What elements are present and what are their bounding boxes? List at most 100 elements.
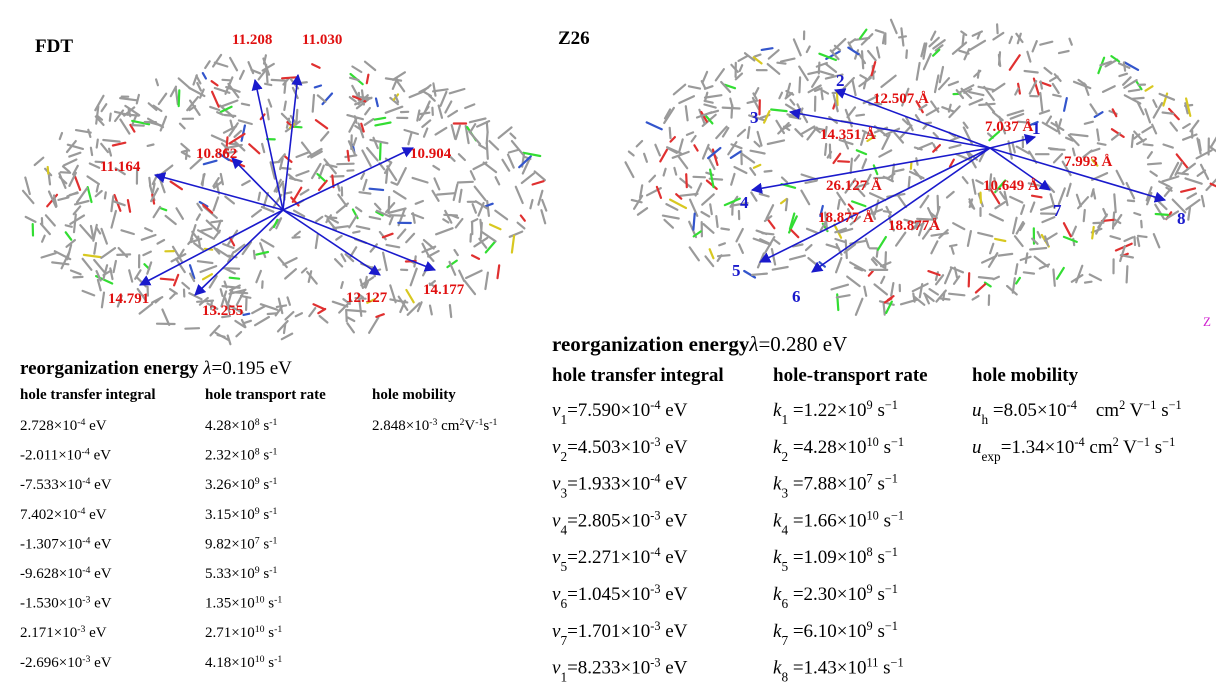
bond [465,104,474,108]
bond [794,39,801,55]
table-cell: -1.530×10-3 eV [20,594,112,612]
bond [1064,237,1077,242]
bond [1182,164,1195,174]
bond [1030,81,1037,94]
bond [938,196,939,211]
bond [690,247,699,260]
bond [754,165,760,168]
text-run: =0.280 eV [758,332,847,356]
bond [963,177,968,183]
bond [679,157,688,169]
text-run: s [260,477,270,493]
text-run: =8.233×10 [567,658,650,679]
text-run: -3 [82,594,90,605]
bond [487,122,488,132]
bond [952,248,954,254]
bond [63,166,69,171]
bond [102,293,104,308]
text-run: u [972,400,982,421]
text-run: s [260,536,270,552]
bond [471,124,475,131]
bond [23,191,33,203]
bond [509,150,518,153]
bond [891,283,893,296]
bond [156,79,158,85]
bond [475,187,486,201]
bond [455,250,458,255]
bond [1012,143,1014,153]
bond [979,277,993,279]
bond [88,187,92,202]
bond [318,95,326,101]
bond [115,112,128,115]
bond [637,141,642,146]
bond [179,90,180,106]
table-cell: k4 =1.66×1010 s−1 [773,508,904,537]
bond [739,244,743,253]
text-run: -1 [475,417,483,428]
text-run: V [1125,400,1143,421]
bond [1057,268,1064,279]
table-cell: v5=2.271×10-4 eV [552,545,688,574]
text-run: -3 [650,508,660,522]
bond [541,210,545,223]
text-run: s [873,584,885,605]
bond [1030,248,1046,250]
bond [1186,200,1199,210]
bond [437,193,454,194]
bond [710,204,712,214]
bond [731,152,741,158]
bond [58,197,68,200]
bond [856,115,864,116]
bond [143,252,150,256]
bond [791,230,798,237]
bond [112,211,116,228]
bond [296,171,308,176]
bond [71,271,81,275]
bond [198,261,213,263]
bond [1119,74,1127,76]
bond [911,163,912,169]
bond [48,167,49,174]
bond [863,159,867,168]
bond [694,145,697,150]
bond [1054,154,1062,162]
text-run: -1 [274,624,282,635]
bond [738,130,745,136]
bond [1164,145,1173,148]
bond [361,173,364,179]
bond [737,229,743,241]
bond [154,207,161,217]
bond [302,268,306,272]
bond [899,36,906,37]
bond [370,140,387,143]
bond [1128,201,1134,202]
bond [285,269,296,278]
text-run: 1 [560,412,567,427]
text-run: eV [661,437,688,458]
table-cell: 4.28×108 s-1 [205,417,277,435]
text-run: −1 [885,619,898,633]
bond [812,77,819,87]
bond [101,144,108,152]
bond [825,144,826,155]
bond [1015,236,1023,246]
axis-label: Z [1203,314,1211,329]
text-run: -1.307×10 [20,536,82,552]
bond [1148,163,1161,164]
bond [874,165,878,174]
bond [249,62,254,73]
text-run: =1.045×10 [567,584,650,605]
bond [170,289,177,294]
bond [503,160,510,171]
bond [1053,270,1054,286]
bond [755,142,760,147]
text-run: eV [90,566,111,582]
bond [77,188,87,202]
bond [768,140,784,144]
text-run: 9.82×10 [205,536,255,552]
text-run: exp [982,448,1002,463]
text-run: -7.533×10 [20,477,82,493]
bond [197,214,200,219]
text-run: -1.530×10 [20,596,82,612]
